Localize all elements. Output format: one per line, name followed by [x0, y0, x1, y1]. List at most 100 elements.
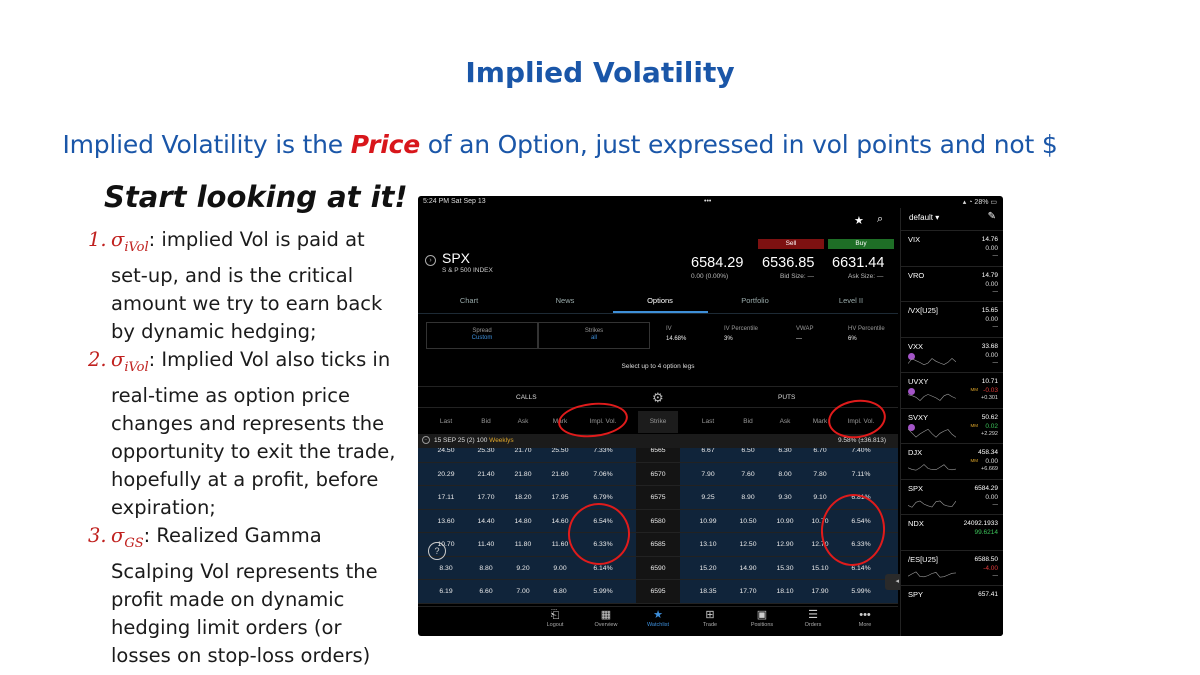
put-last-cell[interactable]: 7.90: [701, 470, 715, 478]
put-bid-cell[interactable]: 10.50: [739, 517, 757, 525]
watchlist-item[interactable]: UVXY 10.71 -0.03 +0.301 MM: [901, 372, 1003, 407]
option-row[interactable]: 8.30 8.80 9.20 9.00 6.14% 6590 15.20 14.90 15.30…: [418, 556, 898, 580]
put-last-cell[interactable]: 18.35: [699, 588, 717, 595]
put-ask-cell[interactable]: 18.10: [776, 588, 794, 595]
option-row[interactable]: 6.19 6.60 7.00 6.80 5.99% 6595 18.35 17.70 18.10…: [418, 580, 898, 604]
watchlist-item[interactable]: SVXY 50.62 0.02 +2.292 MM: [901, 407, 1003, 443]
put-last-cell[interactable]: 13.10: [699, 541, 717, 548]
option-row[interactable]: 24.50 25.30 21.70 25.50 7.33% 6565 6.67 6.50 6.3…: [418, 448, 898, 463]
call-iv-cell[interactable]: 6.33%: [593, 541, 613, 548]
put-ask-cell[interactable]: 10.90: [776, 517, 794, 525]
call-last-cell[interactable]: 8.30: [439, 564, 453, 572]
search-icon[interactable]: ⌕: [877, 213, 884, 225]
put-iv-cell[interactable]: 6.81%: [851, 494, 871, 501]
call-iv-cell[interactable]: 7.33%: [593, 448, 613, 454]
call-bid-cell[interactable]: 17.70: [477, 494, 495, 501]
tab-news[interactable]: News: [555, 296, 575, 305]
put-bid-cell[interactable]: 12.50: [739, 541, 757, 548]
watchlist-item[interactable]: NDX 24092.1933 99.6214: [901, 514, 1003, 549]
put-bid-cell[interactable]: 14.90: [739, 564, 757, 572]
col-call-last[interactable]: Last: [439, 418, 453, 425]
watchlist-item[interactable]: VXX 33.68 0.00—: [901, 336, 1003, 372]
put-last-cell[interactable]: 9.25: [701, 494, 715, 501]
call-ask-cell[interactable]: 9.20: [516, 564, 530, 572]
watchlist-name[interactable]: default ▾: [909, 213, 940, 222]
tab-level-ii[interactable]: Level II: [838, 296, 864, 305]
nav-logout[interactable]: ⎗ Logout: [530, 609, 580, 628]
help-icon[interactable]: ?: [428, 542, 446, 560]
call-ask-cell[interactable]: 11.80: [514, 541, 532, 548]
call-last-cell[interactable]: 20.29: [437, 470, 455, 478]
quote-ask[interactable]: 6631.44: [832, 255, 885, 271]
strikes-selector[interactable]: Strikes all: [538, 322, 650, 349]
call-bid-cell[interactable]: 8.80: [479, 564, 493, 572]
put-iv-cell[interactable]: 6.33%: [851, 541, 871, 548]
option-row[interactable]: 17.11 17.70 18.20 17.95 6.79% 6575 9.25 8.90 9.3…: [418, 486, 898, 510]
col-put-bid[interactable]: Bid: [743, 418, 753, 425]
option-row[interactable]: 13.60 14.40 14.80 14.60 6.54% 6580 10.99 10.50 1…: [418, 509, 898, 533]
put-mark-cell[interactable]: 10.70: [811, 517, 829, 525]
call-iv-cell[interactable]: 6.79%: [593, 494, 613, 501]
put-bid-cell[interactable]: 17.70: [739, 588, 757, 595]
call-bid-cell[interactable]: 21.40: [477, 470, 495, 478]
put-mark-cell[interactable]: 7.80: [813, 470, 827, 478]
collapse-icon[interactable]: −: [422, 436, 430, 445]
edit-icon[interactable]: ✎: [987, 211, 996, 222]
watchlist-item[interactable]: VRO 14.79 0.00—: [901, 265, 1003, 301]
expand-icon[interactable]: ›: [425, 255, 436, 266]
call-mark-cell[interactable]: 9.00: [553, 564, 567, 572]
nav-trade[interactable]: ⊞ Trade: [685, 609, 735, 628]
watchlist-item[interactable]: SPY 657.41: [901, 585, 1003, 620]
col-put-iv[interactable]: Impl. Vol.: [847, 418, 875, 425]
nav-orders[interactable]: ☰ Orders: [788, 609, 838, 628]
call-mark-cell[interactable]: 21.60: [551, 470, 569, 478]
call-iv-cell[interactable]: 6.54%: [593, 517, 613, 525]
put-last-cell[interactable]: 15.20: [699, 564, 717, 572]
call-last-cell[interactable]: 17.11: [437, 494, 455, 501]
expiry-row[interactable]: −15 SEP 25 (2) 100 Weeklys 9.58% (±36.81…: [418, 434, 898, 448]
put-mark-cell[interactable]: 17.90: [811, 588, 829, 595]
watchlist-item[interactable]: SPX 6584.29 0.00—: [901, 478, 1003, 514]
call-iv-cell[interactable]: 7.06%: [593, 470, 613, 478]
put-mark-cell[interactable]: 6.70: [813, 448, 827, 454]
buy-button[interactable]: Buy: [828, 239, 894, 249]
call-bid-cell[interactable]: 14.40: [477, 517, 495, 525]
quote-bid[interactable]: 6536.85: [762, 255, 815, 271]
call-ask-cell[interactable]: 21.80: [514, 470, 532, 478]
put-iv-cell[interactable]: 7.40%: [851, 448, 871, 454]
call-bid-cell[interactable]: 6.60: [479, 588, 493, 595]
call-mark-cell[interactable]: 11.60: [551, 541, 569, 548]
call-mark-cell[interactable]: 17.95: [551, 494, 569, 501]
call-iv-cell[interactable]: 5.99%: [593, 588, 613, 595]
tab-options[interactable]: Options: [647, 296, 673, 305]
watchlist-item[interactable]: DJX 458.34 0.00 +6.669 MM: [901, 443, 1003, 478]
put-mark-cell[interactable]: 12.70: [811, 541, 829, 548]
call-mark-cell[interactable]: 6.80: [553, 588, 567, 595]
col-put-last[interactable]: Last: [701, 418, 715, 425]
put-last-cell[interactable]: 10.99: [699, 517, 717, 525]
put-ask-cell[interactable]: 6.30: [778, 448, 792, 454]
option-row[interactable]: 10.70 11.40 11.80 11.60 6.33% 6585 13.10 12.50 1…: [418, 533, 898, 557]
call-last-cell[interactable]: 13.60: [437, 517, 455, 525]
col-call-ask[interactable]: Ask: [517, 418, 529, 425]
put-mark-cell[interactable]: 15.10: [811, 564, 829, 572]
put-ask-cell[interactable]: 15.30: [776, 564, 794, 572]
put-iv-cell[interactable]: 6.54%: [851, 517, 871, 525]
call-mark-cell[interactable]: 25.50: [551, 448, 569, 454]
nav-positions[interactable]: ▣ Positions: [737, 609, 787, 628]
nav-watchlist[interactable]: ★ Watchlist: [633, 609, 683, 628]
add-watchlist-icon[interactable]: ★: [854, 215, 864, 227]
put-ask-cell[interactable]: 9.30: [778, 494, 792, 501]
call-last-cell[interactable]: 24.50: [437, 448, 455, 454]
gear-icon[interactable]: ⚙: [652, 390, 664, 405]
spread-selector[interactable]: Spread Custom: [426, 322, 538, 349]
call-ask-cell[interactable]: 14.80: [514, 517, 532, 525]
watchlist-item[interactable]: /ES[U25] 6588.50 -4.00—: [901, 549, 1003, 585]
col-call-mark[interactable]: Mark: [552, 418, 568, 425]
call-last-cell[interactable]: 6.19: [439, 588, 453, 595]
call-bid-cell[interactable]: 25.30: [477, 448, 495, 454]
put-iv-cell[interactable]: 7.11%: [851, 470, 871, 478]
call-last-cell[interactable]: 10.70: [437, 541, 455, 548]
call-ask-cell[interactable]: 18.20: [514, 494, 532, 501]
col-put-mark[interactable]: Mark: [812, 418, 828, 425]
